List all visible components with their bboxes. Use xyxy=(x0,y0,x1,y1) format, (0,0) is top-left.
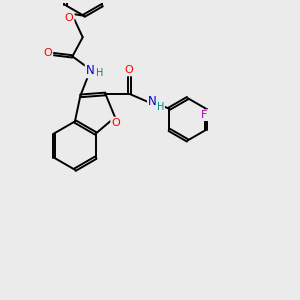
Text: O: O xyxy=(111,118,120,128)
Text: H: H xyxy=(96,68,103,78)
Text: N: N xyxy=(148,94,157,107)
Text: H: H xyxy=(157,102,164,112)
Text: O: O xyxy=(124,65,134,75)
Text: O: O xyxy=(44,48,52,58)
Text: N: N xyxy=(86,64,94,77)
Text: F: F xyxy=(201,110,208,120)
Text: O: O xyxy=(65,13,74,23)
